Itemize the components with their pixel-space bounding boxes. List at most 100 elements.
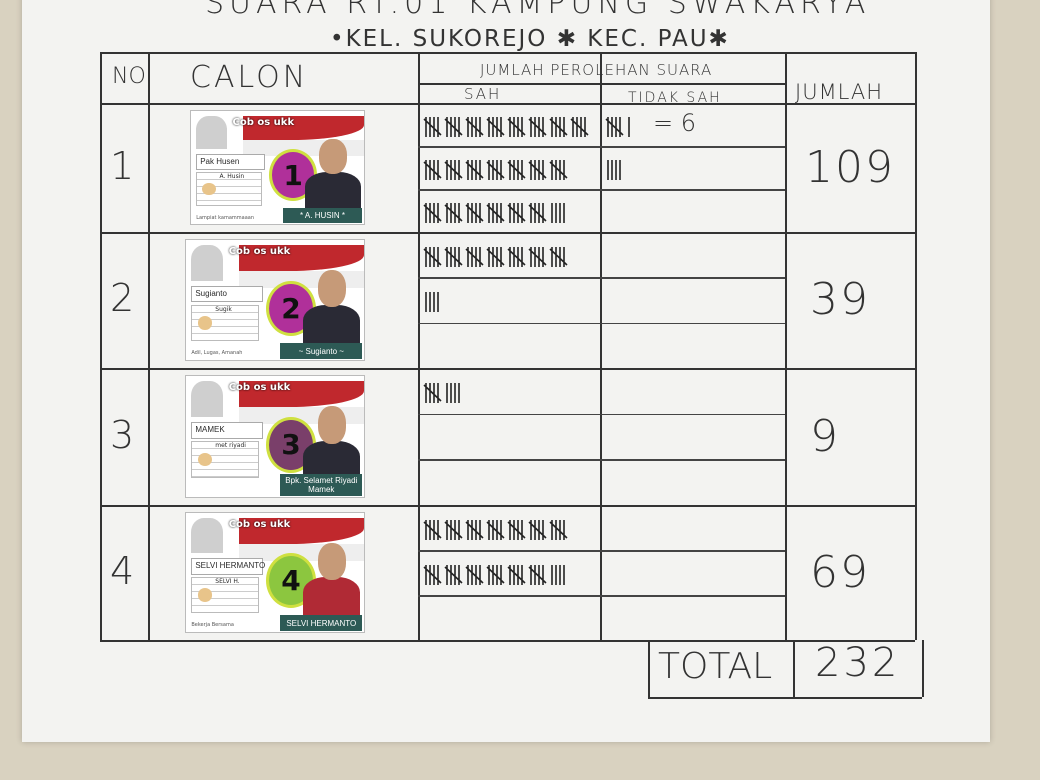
candidate-total: 9: [810, 410, 840, 462]
col-calon-header: CALON: [190, 60, 309, 95]
candidate-name-banner: ~ Sugianto ~: [280, 343, 363, 359]
card-slogan: Cob os ukk: [232, 116, 295, 128]
tally-group: [444, 564, 463, 585]
tally-group: [486, 202, 505, 223]
hand-pen-icon: [197, 315, 213, 330]
table-line: [100, 52, 102, 640]
candidate-nickname: Pak Husen: [196, 153, 266, 170]
table-line: [648, 640, 650, 697]
tally-group: [465, 519, 484, 540]
tally-poster: [22, 0, 990, 742]
candidate-number: 1: [110, 143, 137, 188]
candidate-card: Cob os ukk Pak Husen A. Husin 1 * A. HUS…: [190, 110, 365, 225]
tally-group: [549, 246, 568, 267]
table-line: [418, 189, 785, 191]
poster-title: SUARA RT.01 KAMPUNG SWAKARYA: [205, 0, 871, 21]
table-line: [148, 52, 150, 640]
tally-group: [507, 519, 526, 540]
table-line: [785, 52, 787, 640]
candidate-card: Cob os ukk Sugianto Sugik 2 ~ Sugianto ~…: [185, 239, 365, 361]
tally-group: [465, 202, 484, 223]
table-line: [100, 232, 915, 234]
table-line: [418, 52, 420, 640]
tally-group: [465, 246, 484, 267]
table-line: [793, 640, 795, 697]
table-line: [418, 322, 785, 325]
tally-marks: [423, 382, 460, 403]
tidak-sah-note: = 6: [653, 109, 697, 137]
ballot-name: met riyadi: [215, 442, 246, 450]
candidate-photo: [303, 539, 361, 616]
candidate-small-photo: [196, 115, 228, 150]
table-line: [922, 640, 924, 697]
tally-group: [465, 116, 484, 137]
tally-group: [528, 519, 547, 540]
tally-marks: [605, 116, 630, 137]
tally-marks: [607, 159, 621, 180]
tally-group: [444, 159, 463, 180]
poster-subtitle: •KEL. SUKOREJO ✱ KEC. PAU✱: [330, 26, 730, 52]
tally-marks: [425, 292, 439, 312]
candidate-nickname: Sugianto: [191, 285, 263, 303]
card-slogan: Cob os ukk: [228, 519, 291, 531]
candidate-total: 109: [805, 141, 895, 193]
tally-group: [423, 564, 442, 585]
ballot-number: 4: [281, 564, 301, 598]
tally-group: [605, 116, 624, 137]
hand-pen-icon: [197, 588, 213, 602]
hand-pen-icon: [202, 182, 217, 196]
tally-group: [549, 159, 568, 180]
tally-group: [549, 116, 568, 137]
tally-group: [423, 202, 442, 223]
tally-marks: [423, 564, 565, 585]
candidate-photo: [303, 403, 361, 481]
tally-group: [507, 564, 526, 585]
tally-group: [528, 116, 547, 137]
candidate-nickname: SELVI HERMANTO: [191, 558, 265, 575]
tally-group: [507, 159, 526, 180]
tally-group: [528, 246, 547, 267]
card-footer: Adil, Lugas, Amanah: [191, 350, 243, 357]
table-line: [418, 595, 785, 597]
tally-group: [465, 159, 484, 180]
tally-group: [549, 519, 568, 540]
tally-group: [570, 116, 589, 137]
ballot-number: 3: [281, 428, 301, 462]
candidate-number: 3: [110, 412, 137, 457]
ballot-name: A. Husin: [219, 173, 245, 181]
ballot-illustration: Sugik: [191, 304, 259, 341]
tally-group: [423, 519, 442, 540]
candidate-photo: [303, 266, 361, 344]
ballot-name: SELVI H.: [215, 578, 240, 586]
card-footer: Lampiat kamammaaan: [196, 214, 254, 221]
total-value: 232: [815, 640, 901, 686]
candidate-card: Cob os ukk MAMEK met riyadi 3 Bpk. Selam…: [185, 375, 365, 498]
tally-group: [423, 246, 442, 267]
tally-group: [528, 159, 547, 180]
tally-group: [528, 202, 547, 223]
tally-group: [507, 202, 526, 223]
card-footer: Bekerja Bersama: [191, 622, 234, 629]
ballot-number: 1: [283, 158, 303, 192]
tally-group: [465, 564, 484, 585]
tally-group: [444, 246, 463, 267]
ballot-number: 2: [281, 291, 301, 325]
tally-marks: [423, 116, 589, 137]
candidate-name-banner: SELVI HERMANTO: [280, 615, 363, 631]
table-line: [100, 505, 915, 507]
tally-group: [423, 382, 442, 403]
candidate-nickname: MAMEK: [191, 421, 263, 439]
ballot-illustration: A. Husin: [196, 172, 262, 206]
col-jumlah-header: JUMLAH: [795, 80, 884, 104]
table-line: [600, 52, 602, 640]
ballot-number-badge: 1: [268, 149, 318, 202]
candidate-total: 69: [810, 546, 870, 598]
table-line: [418, 550, 785, 552]
table-line: [915, 52, 917, 640]
table-line: [418, 413, 785, 416]
ballot-name: Sugik: [215, 305, 232, 313]
table-line: [100, 52, 915, 54]
card-slogan: Cob os ukk: [228, 382, 291, 394]
candidate-name-banner: Bpk. Selamet Riyadi Mamek: [280, 473, 363, 496]
tally-group: [486, 246, 505, 267]
